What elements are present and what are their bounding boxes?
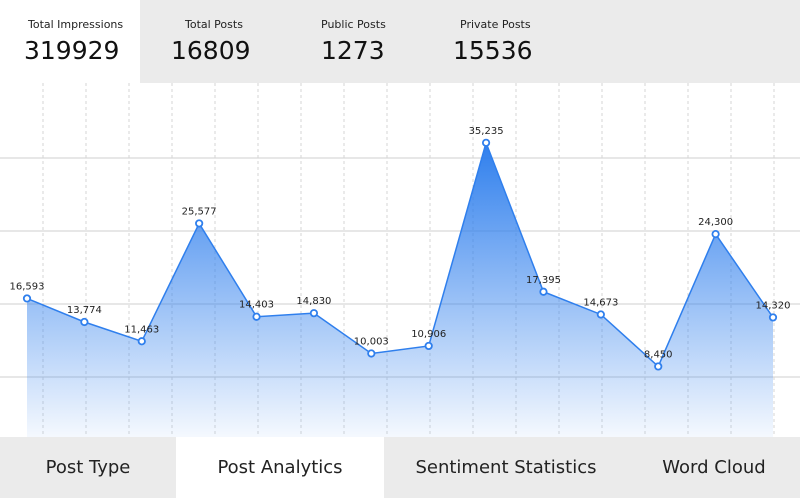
- stat[interactable]: Public Posts 1273: [280, 0, 420, 83]
- stat-label: Total Impressions: [28, 18, 124, 31]
- data-label: 10,003: [354, 336, 389, 347]
- data-label: 8,450: [644, 349, 673, 360]
- data-label: 14,830: [296, 296, 331, 307]
- data-label: 35,235: [469, 126, 504, 137]
- data-label: 16,593: [10, 281, 45, 292]
- point: [424, 341, 433, 351]
- point: [654, 362, 663, 371]
- line: [26, 140, 774, 368]
- chart: 16,593 13,774 11,463 25,577 14,403 14,830 10,0…: [0, 83, 800, 437]
- point: [768, 313, 778, 322]
- stat[interactable]: Total Impressions 319929: [0, 0, 140, 83]
- point: [367, 349, 376, 358]
- tab[interactable]: Sentiment Statistics: [415, 457, 597, 478]
- stat[interactable]: Total Posts 16809: [140, 0, 280, 83]
- stat-value: 16809: [171, 36, 251, 65]
- stat-label: Total Posts: [185, 18, 243, 31]
- data-label: 11,463: [124, 324, 159, 335]
- tab[interactable]: Post Type: [45, 457, 131, 478]
- data-label: 17,395: [526, 275, 561, 286]
- stat-label: Public Posts: [321, 18, 386, 31]
- point: [137, 337, 146, 346]
- stats-bar: Total Impressions 319929 Total Posts 168…: [0, 0, 800, 83]
- point: [309, 309, 319, 318]
- stat-value: 15536: [453, 36, 533, 65]
- point: [195, 219, 204, 228]
- data-label: 24,300: [698, 217, 733, 228]
- tab-bar: Post Type Post Analytics Sentiment Stati…: [0, 437, 800, 498]
- tab[interactable]: Word Cloud: [662, 457, 766, 478]
- stat[interactable]: Private Posts 15536: [420, 0, 560, 83]
- point: [252, 312, 261, 321]
- stat-value: 1273: [321, 36, 385, 65]
- data-label: 25,577: [182, 206, 217, 217]
- area: [27, 142, 773, 437]
- point: [80, 317, 89, 327]
- point: [596, 310, 605, 319]
- data-label: 14,673: [583, 297, 618, 308]
- data-label: 14,403: [239, 300, 274, 311]
- data-label: 13,774: [67, 305, 102, 316]
- stat-label: Private Posts: [460, 18, 531, 31]
- stat-value: 319929: [24, 36, 120, 65]
- point: [22, 294, 32, 303]
- data-label: 14,320: [756, 300, 791, 311]
- point: [711, 229, 720, 239]
- point: [539, 287, 548, 296]
- data-label: 10,906: [411, 329, 446, 340]
- point: [481, 138, 491, 147]
- tab[interactable]: Post Analytics: [176, 437, 384, 498]
